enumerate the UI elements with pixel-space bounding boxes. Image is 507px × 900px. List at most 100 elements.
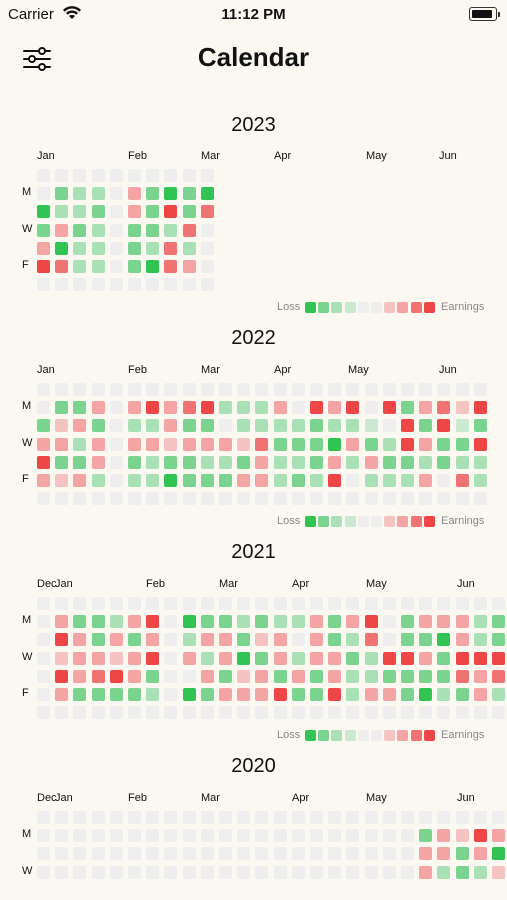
day-cell[interactable]: [473, 474, 487, 487]
day-cell[interactable]: [73, 688, 87, 701]
day-cell[interactable]: [401, 615, 414, 629]
day-cell[interactable]: [200, 847, 214, 861]
day-cell[interactable]: [492, 615, 505, 629]
day-cell[interactable]: [55, 437, 69, 451]
day-cell[interactable]: [91, 474, 105, 487]
day-cell[interactable]: [91, 706, 105, 720]
day-cell[interactable]: [237, 492, 251, 506]
day-cell[interactable]: [364, 383, 378, 396]
day-cell[interactable]: [455, 811, 469, 824]
day-cell[interactable]: [455, 829, 469, 843]
day-cell[interactable]: [364, 615, 378, 629]
day-cell[interactable]: [55, 241, 69, 255]
day-cell[interactable]: [401, 865, 414, 879]
day-cell[interactable]: [37, 829, 50, 843]
day-cell[interactable]: [382, 847, 396, 861]
day-cell[interactable]: [128, 865, 141, 879]
day-cell[interactable]: [273, 401, 287, 415]
day-cell[interactable]: [473, 706, 487, 720]
day-cell[interactable]: [437, 492, 451, 506]
day-cell[interactable]: [273, 651, 287, 665]
day-cell[interactable]: [164, 260, 178, 273]
day-cell[interactable]: [328, 455, 342, 469]
day-cell[interactable]: [273, 706, 287, 720]
day-cell[interactable]: [37, 597, 50, 610]
day-cell[interactable]: [273, 847, 287, 861]
day-cell[interactable]: [91, 187, 105, 201]
day-cell[interactable]: [310, 474, 323, 487]
day-cell[interactable]: [473, 383, 487, 396]
day-cell[interactable]: [310, 383, 323, 396]
day-cell[interactable]: [128, 383, 141, 396]
day-cell[interactable]: [255, 492, 269, 506]
day-cell[interactable]: [128, 437, 141, 451]
day-cell[interactable]: [73, 187, 87, 201]
day-cell[interactable]: [91, 688, 105, 701]
day-cell[interactable]: [128, 492, 141, 506]
day-cell[interactable]: [473, 437, 487, 451]
day-cell[interactable]: [91, 651, 105, 665]
day-cell[interactable]: [182, 633, 196, 647]
day-cell[interactable]: [182, 706, 196, 720]
day-cell[interactable]: [200, 688, 214, 701]
day-cell[interactable]: [382, 455, 396, 469]
day-cell[interactable]: [73, 865, 87, 879]
day-cell[interactable]: [310, 669, 323, 683]
day-cell[interactable]: [473, 597, 487, 610]
day-cell[interactable]: [55, 847, 69, 861]
sliders-icon[interactable]: [20, 44, 54, 74]
day-cell[interactable]: [310, 865, 323, 879]
day-cell[interactable]: [200, 706, 214, 720]
day-cell[interactable]: [346, 847, 360, 861]
day-cell[interactable]: [401, 474, 414, 487]
day-cell[interactable]: [492, 829, 505, 843]
day-cell[interactable]: [419, 597, 433, 610]
day-cell[interactable]: [164, 455, 178, 469]
day-cell[interactable]: [164, 829, 178, 843]
day-cell[interactable]: [346, 633, 360, 647]
day-cell[interactable]: [382, 419, 396, 433]
day-cell[interactable]: [164, 401, 178, 415]
day-cell[interactable]: [182, 455, 196, 469]
day-cell[interactable]: [182, 260, 196, 273]
day-cell[interactable]: [455, 419, 469, 433]
day-cell[interactable]: [37, 455, 50, 469]
day-cell[interactable]: [73, 847, 87, 861]
day-cell[interactable]: [37, 437, 50, 451]
day-cell[interactable]: [55, 492, 69, 506]
day-cell[interactable]: [164, 474, 178, 487]
day-cell[interactable]: [437, 401, 451, 415]
day-cell[interactable]: [273, 474, 287, 487]
day-cell[interactable]: [219, 383, 232, 396]
day-cell[interactable]: [91, 401, 105, 415]
day-cell[interactable]: [401, 437, 414, 451]
day-cell[interactable]: [182, 401, 196, 415]
day-cell[interactable]: [109, 419, 123, 433]
day-cell[interactable]: [346, 474, 360, 487]
day-cell[interactable]: [200, 401, 214, 415]
day-cell[interactable]: [73, 651, 87, 665]
day-cell[interactable]: [328, 437, 342, 451]
day-cell[interactable]: [91, 633, 105, 647]
day-cell[interactable]: [146, 811, 160, 824]
day-cell[interactable]: [146, 455, 160, 469]
day-cell[interactable]: [55, 419, 69, 433]
day-cell[interactable]: [182, 419, 196, 433]
day-cell[interactable]: [91, 847, 105, 861]
day-cell[interactable]: [310, 437, 323, 451]
day-cell[interactable]: [91, 419, 105, 433]
day-cell[interactable]: [146, 669, 160, 683]
day-cell[interactable]: [437, 847, 451, 861]
day-cell[interactable]: [164, 811, 178, 824]
day-cell[interactable]: [164, 492, 178, 506]
day-cell[interactable]: [273, 633, 287, 647]
day-cell[interactable]: [328, 847, 342, 861]
day-cell[interactable]: [255, 865, 269, 879]
day-cell[interactable]: [455, 669, 469, 683]
day-cell[interactable]: [364, 669, 378, 683]
day-cell[interactable]: [382, 492, 396, 506]
day-cell[interactable]: [346, 829, 360, 843]
day-cell[interactable]: [328, 474, 342, 487]
day-cell[interactable]: [146, 651, 160, 665]
day-cell[interactable]: [37, 241, 50, 255]
